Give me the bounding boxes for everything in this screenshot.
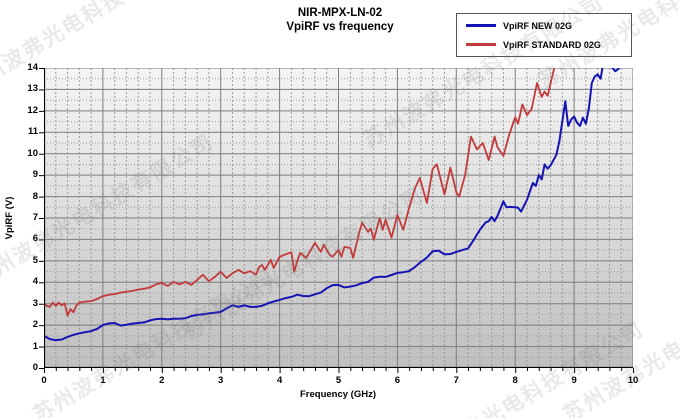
y-tick-label-12: 12 bbox=[27, 104, 38, 116]
x-tick-label-4: 4 bbox=[276, 375, 283, 386]
y-axis-title: VpiRF (V) bbox=[4, 196, 15, 240]
y-tick-label-11: 11 bbox=[27, 126, 38, 138]
y-axis-ticks bbox=[39, 68, 44, 369]
legend-item-new: VpiRF NEW 02G bbox=[457, 19, 631, 33]
chart-title: NIR-MPX-LN-02 bbox=[297, 7, 383, 19]
x-tick-label-5: 5 bbox=[335, 375, 342, 386]
legend-line-swatch-blue bbox=[466, 24, 496, 27]
y-tick-label-13: 13 bbox=[27, 83, 38, 95]
y-tick-label-14: 14 bbox=[27, 62, 38, 73]
x-tick-label-9: 9 bbox=[571, 375, 577, 386]
x-tick-label-8: 8 bbox=[512, 375, 518, 386]
y-tick-label-6: 6 bbox=[32, 233, 38, 245]
x-tick-label-2: 2 bbox=[159, 375, 165, 386]
y-tick-label-5: 5 bbox=[32, 254, 38, 266]
legend: VpiRF NEW 02G VpiRF STANDARD 02G bbox=[456, 13, 632, 57]
legend-item-standard: VpiRF STANDARD 02G bbox=[457, 38, 631, 52]
chart-subtitle: VpiRF vs frequency bbox=[286, 21, 394, 33]
legend-label-standard: VpiRF STANDARD 02G bbox=[503, 39, 601, 50]
y-tick-label-7: 7 bbox=[32, 212, 38, 223]
plot-area bbox=[44, 68, 633, 368]
x-tick-label-6: 6 bbox=[394, 375, 401, 386]
x-tick-label-3: 3 bbox=[218, 375, 224, 386]
y-tick-label-3: 3 bbox=[32, 297, 38, 309]
chart-title-block: NIR-MPX-LN-02 VpiRF vs frequency bbox=[0, 6, 680, 34]
x-tick-label-7: 7 bbox=[453, 375, 459, 386]
legend-line-swatch-red bbox=[466, 43, 496, 46]
series-line-standard bbox=[44, 68, 556, 317]
y-tick-label-1: 1 bbox=[32, 340, 38, 352]
x-axis-ticks bbox=[44, 368, 634, 373]
x-tick-label-1: 1 bbox=[100, 375, 106, 386]
x-axis-title: Frequency (GHz) bbox=[299, 389, 376, 400]
series-line-new bbox=[44, 68, 620, 342]
y-tick-label-8: 8 bbox=[32, 190, 38, 202]
y-tick-label-9: 9 bbox=[32, 169, 38, 181]
y-tick-label-0: 0 bbox=[32, 362, 38, 373]
legend-label-new: VpiRF NEW 02G bbox=[503, 20, 573, 31]
x-tick-label-10: 10 bbox=[627, 375, 639, 386]
x-tick-label-0: 0 bbox=[41, 375, 47, 386]
y-tick-label-10: 10 bbox=[27, 147, 38, 159]
y-tick-label-4: 4 bbox=[32, 276, 38, 288]
y-tick-label-2: 2 bbox=[32, 319, 38, 331]
